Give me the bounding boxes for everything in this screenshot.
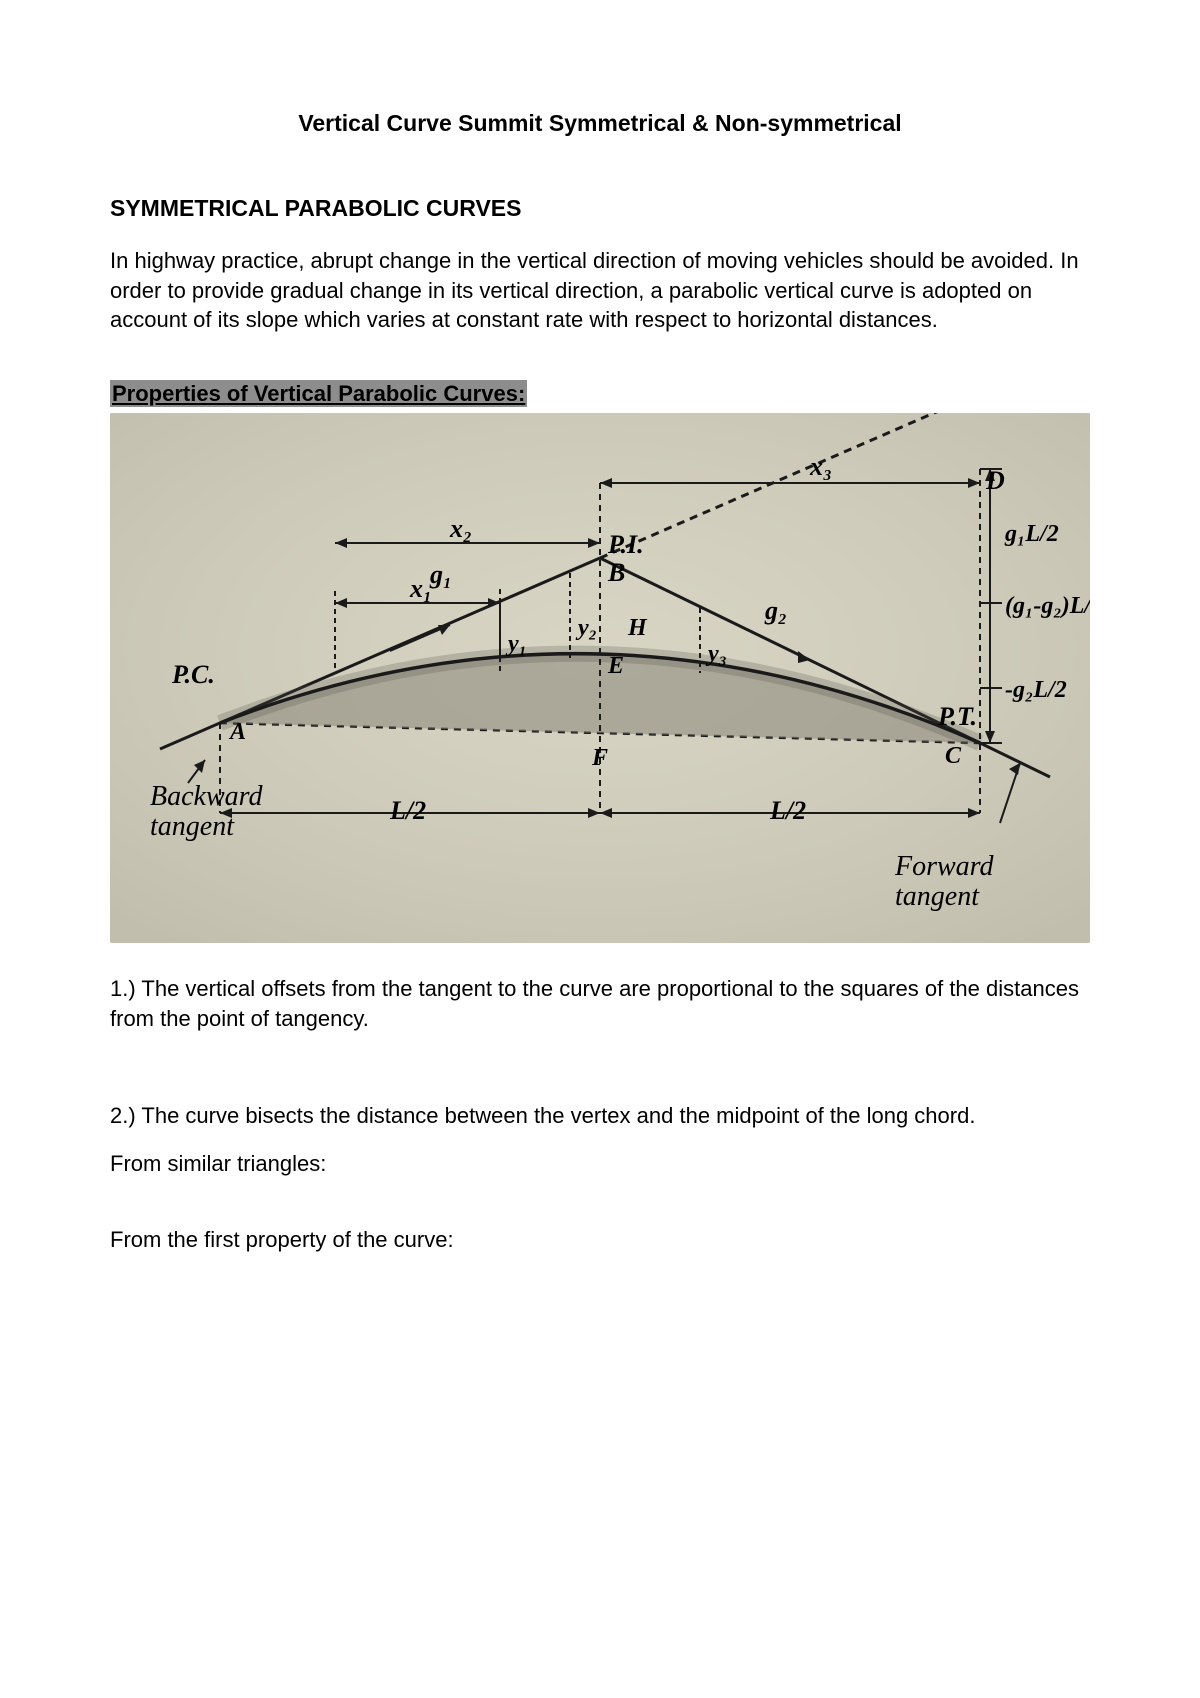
diagram-container: x₁ x₂ x₃ y₁ y₂ y₃ g₁ g₂ P.I. B H E F A D… [110, 413, 1090, 948]
property-1: 1.) The vertical offsets from the tangen… [110, 974, 1090, 1033]
label-y2: y₂ [575, 615, 597, 641]
label-y3: y₃ [705, 641, 727, 667]
page-title: Vertical Curve Summit Symmetrical & Non-… [110, 110, 1090, 137]
label-F: F [591, 745, 608, 771]
label-forward-2: tangent [895, 881, 980, 912]
label-negg2L2: -g₂L/2 [1005, 677, 1067, 703]
section-heading: SYMMETRICAL PARABOLIC CURVES [110, 195, 1090, 222]
label-PC: P.C. [171, 660, 215, 689]
label-B: B [607, 558, 625, 587]
label-H: H [627, 615, 648, 641]
property-2: 2.) The curve bisects the distance betwe… [110, 1101, 1090, 1131]
label-x1: x₁ [409, 574, 432, 603]
label-x3: x₃ [809, 452, 832, 481]
label-L2-right: L/2 [769, 796, 806, 825]
parabolic-curve-diagram: x₁ x₂ x₃ y₁ y₂ y₃ g₁ g₂ P.I. B H E F A D… [110, 413, 1090, 943]
label-x2: x₂ [449, 514, 472, 543]
label-L2-left: L/2 [389, 796, 426, 825]
from-first-property: From the first property of the curve: [110, 1225, 1090, 1255]
from-similar-triangles: From similar triangles: [110, 1149, 1090, 1179]
label-C: C [945, 743, 962, 769]
label-PT: P.T. [937, 702, 977, 731]
label-forward-1: Forward [894, 851, 995, 882]
label-g1: g₁ [429, 560, 452, 589]
properties-heading: Properties of Vertical Parabolic Curves: [110, 380, 527, 407]
intro-paragraph: In highway practice, abrupt change in th… [110, 246, 1090, 335]
label-PI: P.I. [607, 530, 644, 559]
label-A: A [228, 719, 246, 745]
label-D: D [985, 466, 1005, 495]
label-backward-2: tangent [150, 811, 235, 842]
label-E: E [607, 653, 624, 679]
label-y1: y₁ [505, 631, 527, 657]
label-g1g2L2: (g₁-g₂)L/2 [1005, 593, 1090, 619]
label-backward-1: Backward [150, 781, 263, 812]
label-g2: g₂ [764, 596, 787, 625]
properties-heading-wrap: Properties of Vertical Parabolic Curves: [110, 381, 1090, 407]
label-g1L2: g₁L/2 [1004, 521, 1059, 547]
